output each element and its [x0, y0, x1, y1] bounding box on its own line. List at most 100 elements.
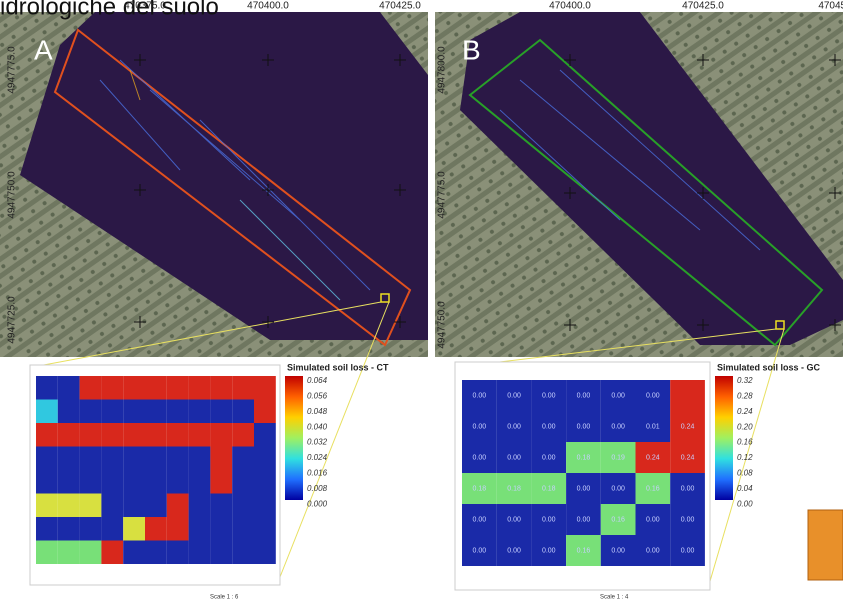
color-bar: [715, 376, 733, 500]
panel-label: B: [462, 34, 481, 65]
legend-tick: 0.048: [307, 407, 328, 416]
cell-value: 0.01: [646, 423, 660, 430]
legend-tick: 0.12: [737, 453, 753, 462]
legend-tick: 0.040: [307, 422, 328, 431]
cell-value: 0.00: [681, 485, 695, 492]
heatmap-cell: [145, 447, 167, 471]
heatmap-cell: [189, 517, 211, 541]
cell-value: 0.00: [646, 516, 660, 523]
heatmap-cell: [80, 541, 102, 565]
coord-label: 470400.0: [549, 1, 591, 12]
heatmap-cell: [80, 376, 102, 400]
color-bar: [285, 376, 303, 500]
legend-tick: 0.28: [737, 392, 753, 401]
coord-label: 4947750.0: [437, 301, 448, 349]
heatmap-cell: [36, 470, 58, 494]
heatmap-cell: [58, 447, 80, 471]
heatmap-cell: [254, 541, 276, 565]
heatmap-cell: [210, 400, 232, 424]
cell-value: 0.00: [507, 423, 521, 430]
legend-tick: 0.00: [737, 499, 753, 508]
heatmap-cell: [58, 423, 80, 447]
heatmap-cell: [101, 517, 123, 541]
heatmap-cell: [58, 470, 80, 494]
heatmap-cell: [189, 376, 211, 400]
panel-label: A: [34, 34, 53, 65]
heatmap-cell: [145, 376, 167, 400]
heatmap-cell: [210, 494, 232, 518]
heatmap-cell: [254, 423, 276, 447]
cell-value: 0.00: [542, 547, 556, 554]
heatmap-cell: [145, 494, 167, 518]
heatmap-cell: [210, 376, 232, 400]
heatmap-cell: [232, 470, 254, 494]
heatmap-cell: [232, 447, 254, 471]
cell-value: 0.16: [611, 516, 625, 523]
cell-value: 0.00: [646, 392, 660, 399]
cell-value: 0.18: [507, 485, 521, 492]
coord-label: 4947775.0: [7, 46, 18, 94]
heatmap-cell: [254, 470, 276, 494]
heatmap-cell: [145, 541, 167, 565]
cell-value: 0.00: [473, 423, 487, 430]
cell-value: 0.00: [681, 547, 695, 554]
heatmap-cell: [123, 376, 145, 400]
legend-tick: 0.16: [737, 438, 753, 447]
legend-tick: 0.008: [307, 484, 328, 493]
scale-label: Scale 1 : 6: [210, 595, 239, 601]
heatmap-cell: [189, 423, 211, 447]
coord-label: 4947775.0: [437, 171, 448, 219]
coord-label: 470450: [818, 1, 843, 12]
heatmap-cell: [101, 376, 123, 400]
legend-tick: 0.000: [307, 499, 328, 508]
heatmap-cell: [210, 517, 232, 541]
heatmap-cell: [145, 423, 167, 447]
heatmap-cell: [123, 470, 145, 494]
heatmap-cell: [167, 517, 189, 541]
legend-tick: 0.032: [307, 438, 328, 447]
heatmap-cell: [167, 376, 189, 400]
coord-label: 470375.0: [124, 1, 166, 12]
cell-value: 0.00: [473, 547, 487, 554]
heatmap-cell: [58, 494, 80, 518]
heatmap-cell: [58, 517, 80, 541]
heatmap-cell: [36, 423, 58, 447]
cell-value: 0.24: [646, 454, 660, 461]
heatmap-cell: [123, 447, 145, 471]
heatmap-cell: [189, 494, 211, 518]
figure: idrologiche del suolo A B 470375.0470400…: [0, 0, 843, 603]
heatmap-cell: [210, 470, 232, 494]
heatmap-cell: [123, 494, 145, 518]
coord-label: 470425.0: [682, 1, 724, 12]
heatmap-cell: [167, 541, 189, 565]
heatmap-cell: [36, 517, 58, 541]
heatmap-cell: [145, 470, 167, 494]
scale-label: Scale 1 : 4: [600, 595, 629, 601]
cell-value: 0.00: [577, 485, 591, 492]
heatmap-cell: [232, 400, 254, 424]
heatmap-cell: [670, 380, 705, 411]
heatmap-cell: [123, 517, 145, 541]
heatmap-cell: [232, 541, 254, 565]
heatmap-cell: [36, 447, 58, 471]
heatmap-cell: [36, 494, 58, 518]
heatmap-cell: [101, 400, 123, 424]
cell-value: 0.00: [611, 485, 625, 492]
heatmap-cell: [189, 400, 211, 424]
orange-box: [808, 510, 843, 580]
cell-value: 0.00: [507, 392, 521, 399]
legend-tick: 0.016: [307, 469, 328, 478]
legend-tick: 0.056: [307, 392, 328, 401]
heatmap-cell: [123, 541, 145, 565]
cell-value: 0.00: [507, 547, 521, 554]
heatmap-cell: [167, 447, 189, 471]
legend-tick: 0.24: [737, 407, 753, 416]
legend-title: Simulated soil loss - CT: [287, 362, 389, 372]
heatmap-cell: [145, 517, 167, 541]
legend-tick: 0.064: [307, 376, 328, 385]
heatmap-cell: [101, 541, 123, 565]
heatmap-cell: [254, 447, 276, 471]
cell-value: 0.00: [611, 547, 625, 554]
heatmap-cell: [123, 423, 145, 447]
cell-value: 0.00: [611, 392, 625, 399]
